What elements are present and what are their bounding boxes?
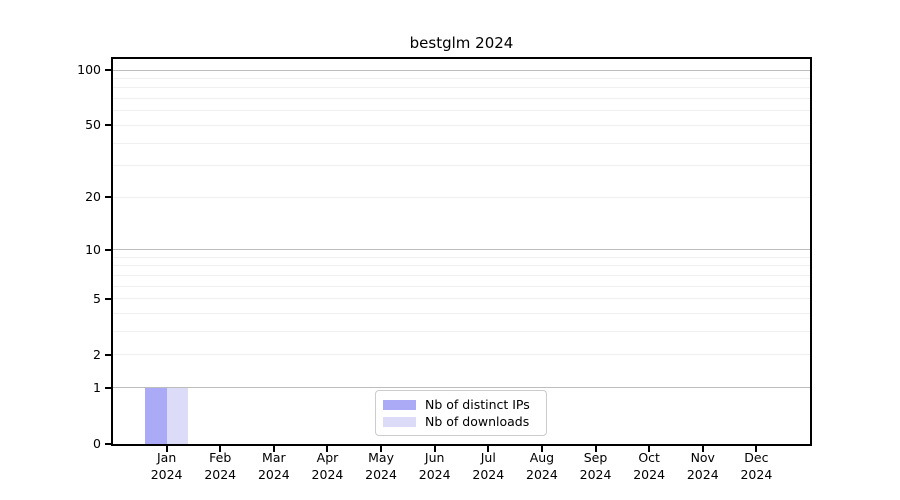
year-label: 2024: [365, 467, 397, 482]
month-label: Feb: [209, 450, 232, 465]
x-axis-tick-label: May 2024: [349, 449, 413, 483]
x-axis-tick-label: Jul 2024: [456, 449, 520, 483]
year-label: 2024: [257, 467, 290, 482]
y-minor-gridline: [113, 124, 810, 126]
month-label: Aug: [529, 450, 555, 465]
year-label: 2024: [579, 467, 612, 482]
legend-label-distinct-ips: Nb of distinct IPs: [425, 397, 530, 412]
year-label: 2024: [472, 467, 505, 482]
y-axis-tick-label: 1: [93, 379, 101, 395]
y-minor-gridline: [113, 285, 810, 287]
y-axis-tick: [105, 196, 111, 199]
y-axis-tick-label: 50: [85, 117, 101, 133]
y-axis-tick: [105, 443, 111, 445]
y-axis-tick: [105, 69, 111, 71]
y-axis-tick: [105, 124, 111, 127]
y-axis-tick-label: 100: [77, 62, 101, 77]
y-minor-gridline: [113, 87, 810, 89]
x-axis-tick: [380, 446, 383, 452]
x-axis-tick: [648, 446, 651, 452]
y-minor-gridline: [113, 142, 810, 144]
x-axis-tick: [272, 446, 275, 452]
x-axis-tick: [165, 446, 168, 452]
y-minor-gridline: [113, 331, 810, 333]
y-axis-tick: [105, 386, 111, 389]
month-label: Dec: [744, 450, 769, 465]
x-axis-tick-label: Nov 2024: [671, 449, 735, 483]
year-label: 2024: [740, 467, 773, 482]
year-label: 2024: [526, 467, 558, 482]
x-axis-tick-label: Apr 2024: [295, 449, 359, 483]
y-minor-gridline: [113, 265, 810, 267]
y-minor-gridline: [113, 313, 810, 315]
bar-downloads: [166, 387, 189, 444]
x-axis-tick: [326, 446, 329, 452]
legend-item-downloads: Nb of downloads: [383, 413, 538, 430]
y-minor-gridline: [113, 274, 810, 276]
y-axis-tick-label: 2: [93, 346, 101, 362]
x-axis-tick: [594, 446, 597, 452]
y-major-gridline: [113, 69, 810, 71]
x-axis-tick: [755, 446, 758, 452]
y-axis-tick: [105, 248, 111, 251]
y-minor-gridline: [113, 110, 810, 112]
y-major-gridline: [113, 249, 810, 251]
year-label: 2024: [633, 467, 666, 482]
year-label: 2024: [418, 467, 451, 482]
x-axis-tick: [219, 446, 222, 452]
y-major-gridline: [113, 387, 810, 389]
y-axis-tick: [105, 297, 111, 300]
x-axis-tick: [701, 446, 704, 452]
legend: Nb of distinct IPs Nb of downloads: [375, 390, 547, 436]
legend-item-distinct-ips: Nb of distinct IPs: [383, 396, 538, 413]
y-axis-tick-label: 10: [85, 241, 101, 257]
x-axis-tick-label: Oct 2024: [617, 449, 681, 483]
y-axis-tick-label: 5: [93, 290, 101, 306]
legend-label-downloads: Nb of downloads: [425, 414, 530, 429]
legend-swatch-downloads-icon: [383, 416, 416, 427]
x-axis-tick: [433, 446, 436, 452]
y-minor-gridline: [113, 98, 810, 100]
month-label: Mar: [262, 450, 286, 465]
bar-distinct-ips: [145, 387, 167, 444]
x-axis-tick: [540, 446, 543, 452]
month-label: Nov: [690, 450, 715, 465]
y-axis-tick-label: 20: [85, 189, 101, 205]
x-axis-tick-label: Dec 2024: [724, 449, 788, 483]
month-label: Jan: [156, 450, 177, 465]
year-label: 2024: [311, 467, 344, 482]
x-axis-tick-label: Sep 2024: [564, 449, 628, 483]
x-axis-tick-label: Aug 2024: [510, 449, 574, 483]
month-label: May: [368, 450, 394, 465]
y-minor-gridline: [113, 354, 810, 356]
x-axis-tick-label: Mar 2024: [242, 449, 306, 483]
month-label: Apr: [316, 450, 339, 465]
month-label: Sep: [583, 450, 608, 465]
y-minor-gridline: [113, 77, 810, 79]
x-axis-tick-label: Jan 2024: [135, 449, 199, 483]
month-label: Oct: [638, 450, 660, 465]
y-minor-gridline: [113, 165, 810, 167]
legend-swatch-distinct-ips-icon: [383, 399, 416, 410]
y-axis-tick: [105, 353, 111, 356]
year-label: 2024: [150, 467, 183, 482]
x-axis-tick-label: Feb 2024: [188, 449, 252, 483]
y-minor-gridline: [113, 196, 810, 198]
month-label: Jun: [424, 450, 445, 465]
month-label: Jul: [480, 450, 496, 465]
x-axis-tick: [487, 446, 490, 452]
y-minor-gridline: [113, 298, 810, 300]
y-axis-tick-label: 0: [93, 436, 101, 451]
y-minor-gridline: [113, 256, 810, 258]
year-label: 2024: [204, 467, 237, 482]
x-axis-tick-label: Jun 2024: [403, 449, 467, 483]
year-label: 2024: [686, 467, 719, 482]
chart-title: bestglm 2024: [409, 34, 514, 52]
